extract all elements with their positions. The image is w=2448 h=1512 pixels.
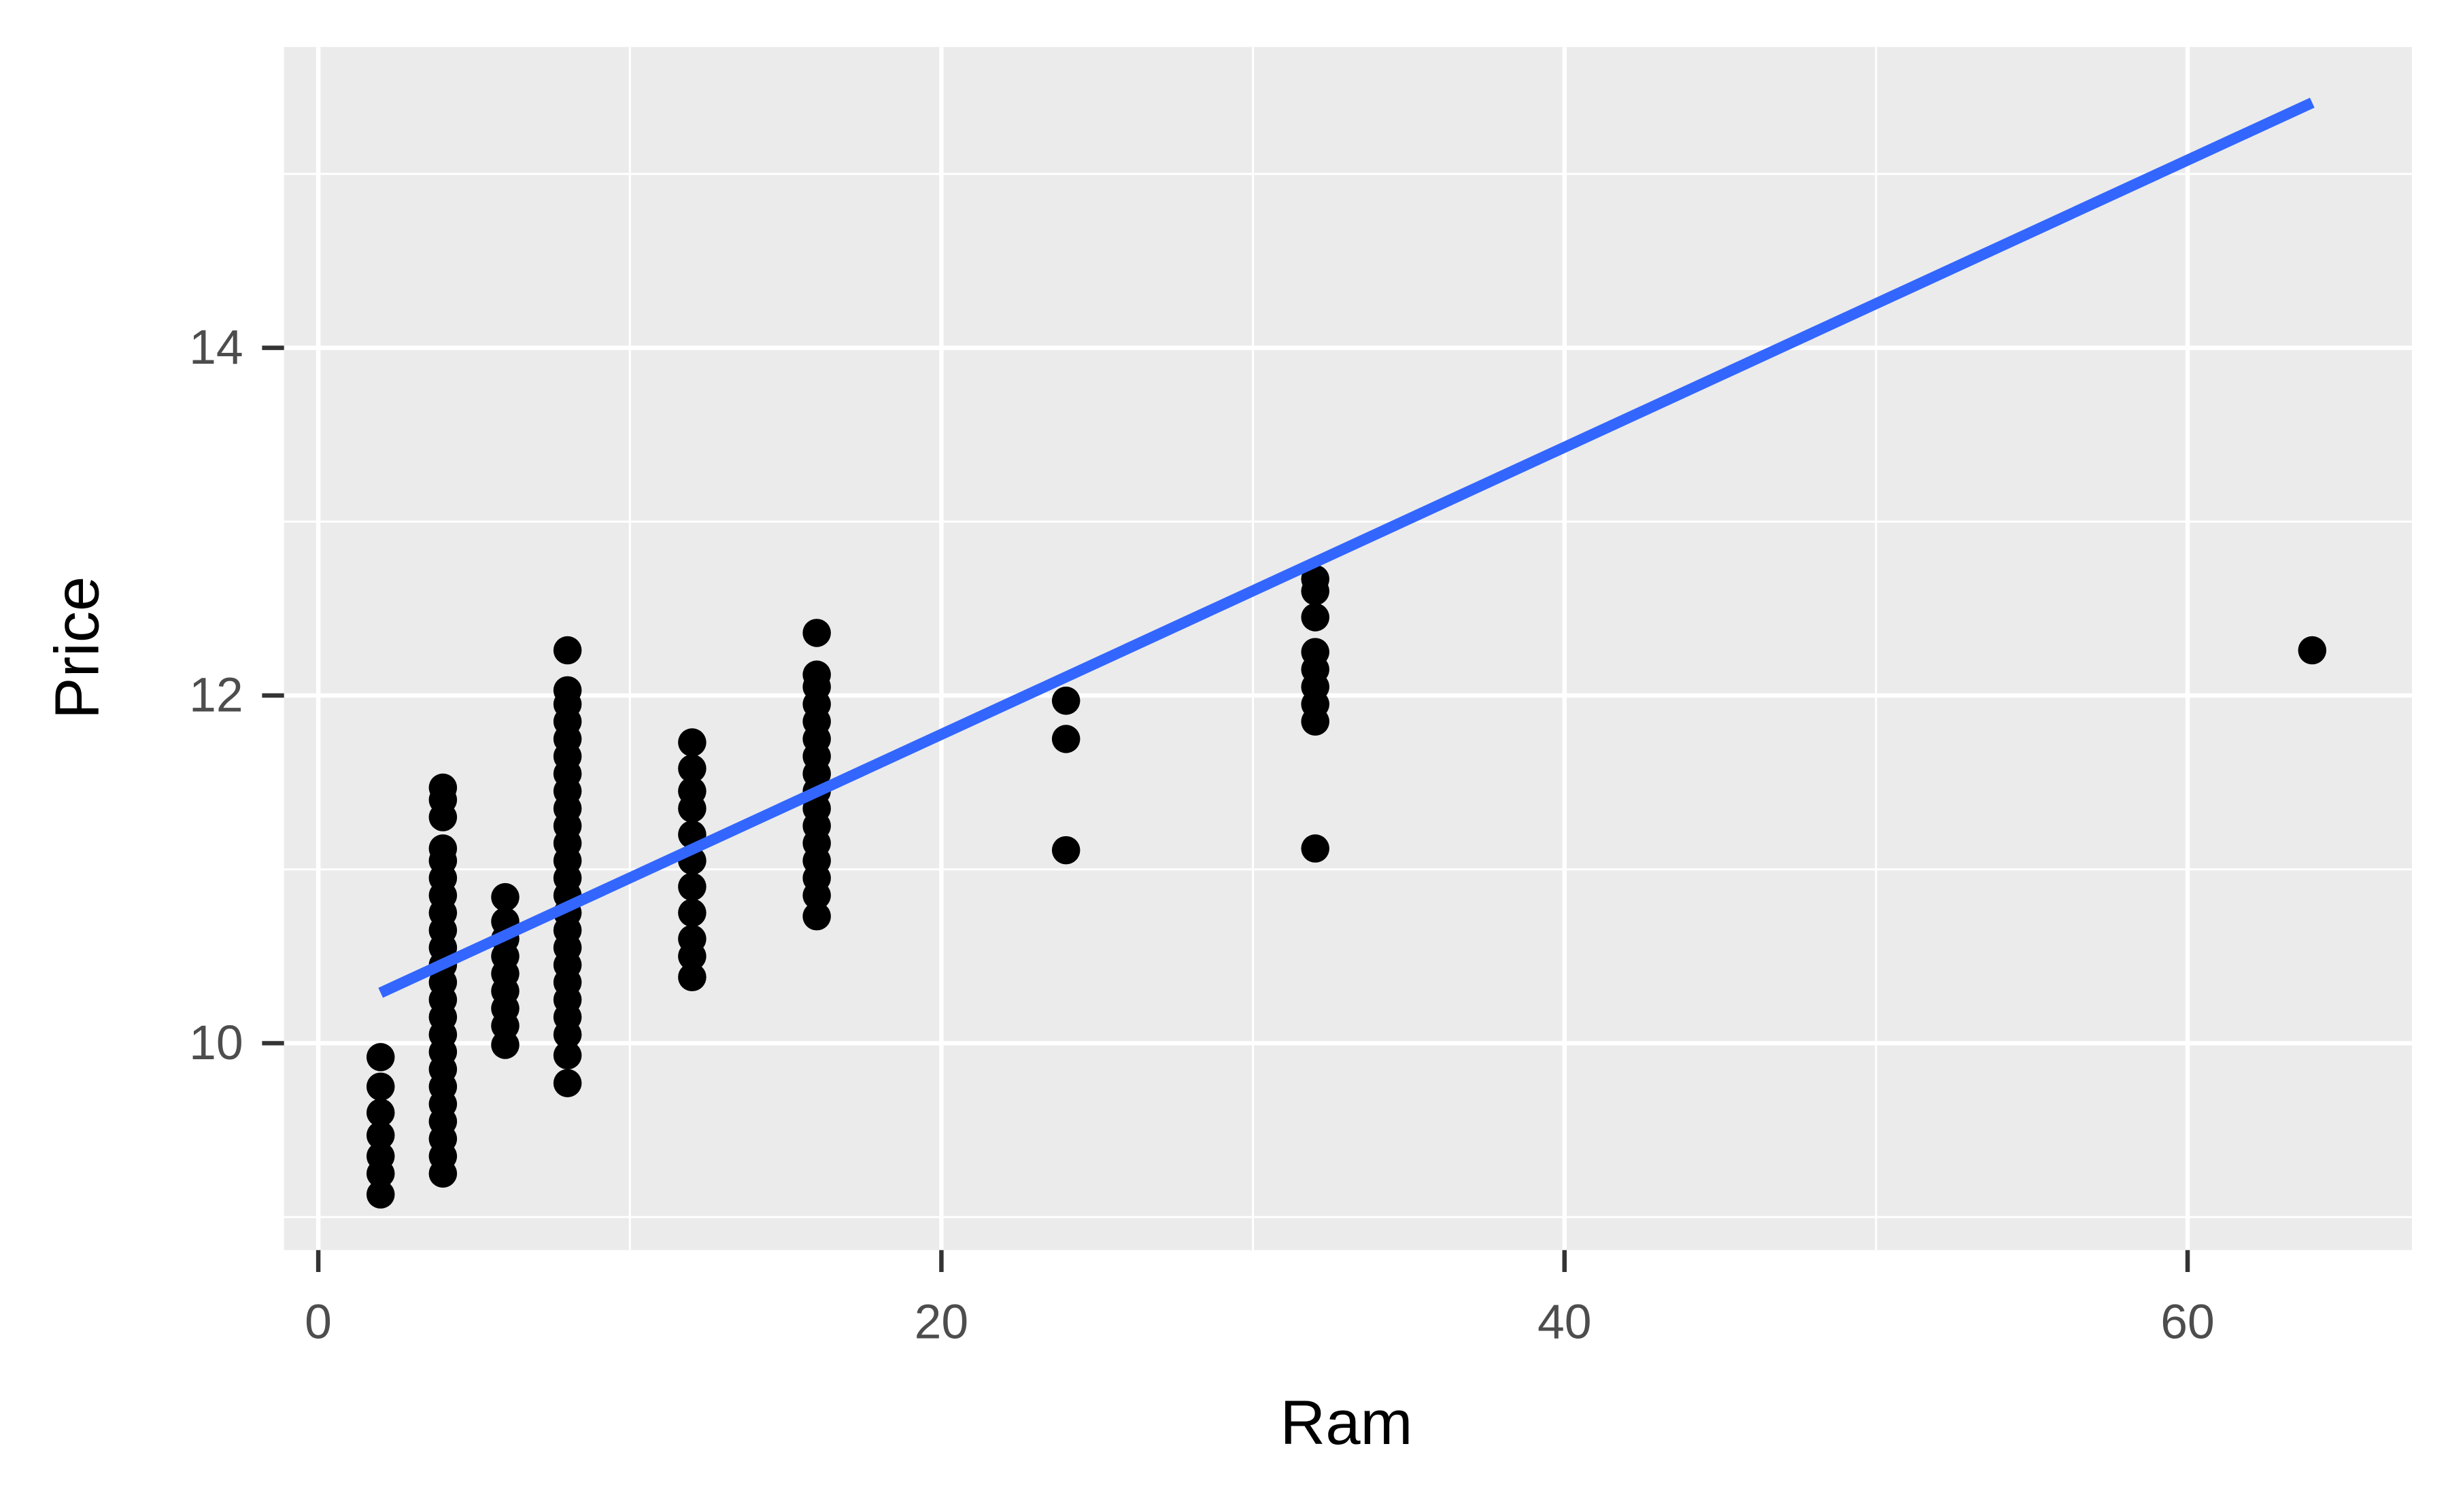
- data-point: [678, 776, 707, 806]
- data-point: [491, 882, 520, 912]
- data-point: [678, 898, 707, 927]
- x-tick-label: 60: [2160, 1294, 2215, 1349]
- data-point: [1301, 638, 1329, 666]
- data-point: [678, 925, 707, 953]
- data-point: [2298, 636, 2327, 665]
- y-tick-label: 10: [189, 1016, 243, 1070]
- x-axis-title: Ram: [1280, 1387, 1413, 1458]
- data-point: [553, 1069, 582, 1098]
- data-point: [1051, 686, 1081, 715]
- data-point: [553, 1041, 582, 1070]
- data-point: [802, 660, 831, 689]
- data-point: [678, 728, 707, 757]
- data-point: [802, 619, 831, 647]
- data-point: [678, 754, 707, 783]
- data-point: [553, 636, 582, 665]
- data-point: [366, 1072, 395, 1101]
- data-point: [1301, 564, 1329, 594]
- data-point: [802, 901, 831, 931]
- data-point: [1301, 834, 1329, 863]
- x-tick-label: 20: [915, 1294, 969, 1349]
- x-tick-label: 0: [305, 1294, 332, 1349]
- data-point: [678, 963, 707, 992]
- data-point: [1051, 725, 1081, 753]
- data-point: [366, 1141, 395, 1171]
- data-point: [366, 1121, 395, 1150]
- data-point: [366, 1043, 395, 1071]
- plot-panel: [284, 47, 2412, 1250]
- data-point: [1051, 836, 1081, 865]
- data-point: [366, 1180, 395, 1209]
- y-tick-label: 12: [189, 668, 243, 723]
- data-point: [428, 834, 458, 863]
- data-point: [366, 1098, 395, 1127]
- data-point: [553, 676, 582, 705]
- data-point: [1301, 603, 1329, 632]
- data-point: [428, 773, 458, 802]
- y-tick-label: 14: [189, 320, 243, 375]
- x-tick-label: 40: [1537, 1294, 1592, 1349]
- data-point: [678, 872, 707, 901]
- trend-line: [378, 97, 2315, 998]
- y-axis-title: Price: [41, 577, 112, 719]
